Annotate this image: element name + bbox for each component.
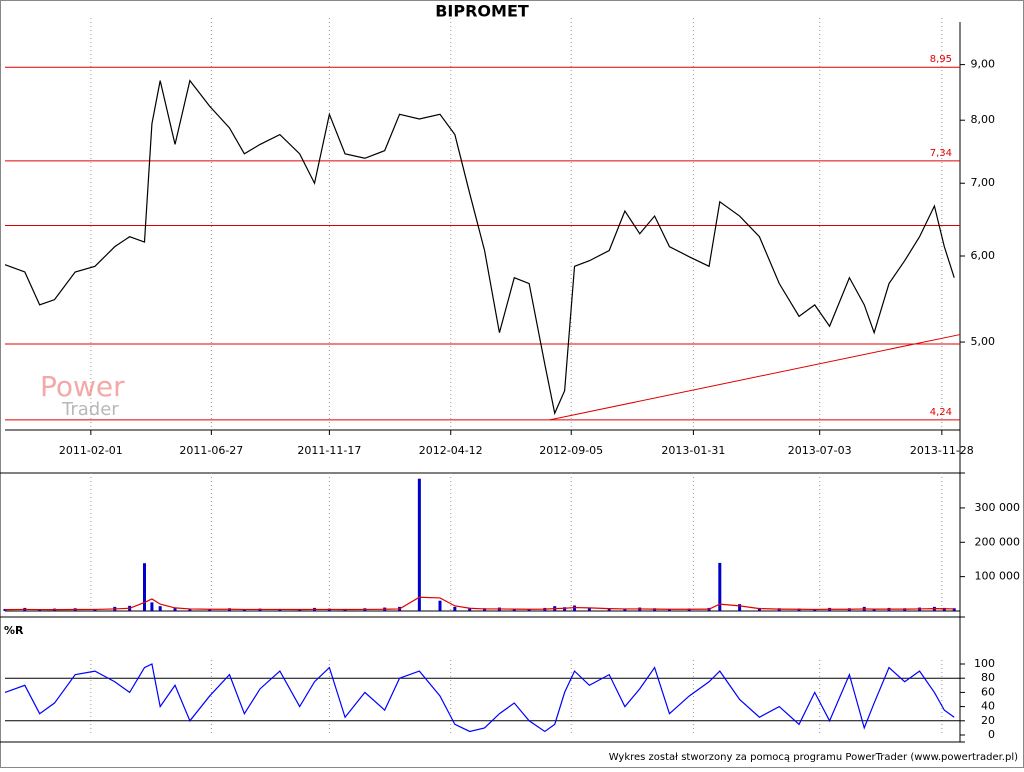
volume-bar	[757, 607, 761, 611]
y-tick-label: 80	[981, 671, 995, 684]
volume-bar	[298, 609, 302, 611]
watermark: Power	[40, 370, 125, 403]
volume-bar	[468, 607, 472, 611]
volume-bar	[623, 608, 627, 611]
y-tick-label: 5,00	[971, 335, 996, 348]
volume-bar	[587, 607, 591, 611]
level-label: 7,34	[930, 148, 952, 159]
y-tick-label: 300 000	[975, 501, 1021, 514]
volume-bar	[150, 602, 154, 611]
volume-bar	[3, 608, 7, 611]
level-label: 8,95	[930, 54, 952, 65]
x-tick-label: 2011-11-17	[297, 444, 361, 457]
volume-bar	[738, 604, 742, 611]
footer: Wykres został stworzony za pomocą progra…	[609, 752, 1018, 763]
y-tick-label: 200 000	[975, 535, 1021, 548]
volume-bar	[483, 608, 487, 611]
level-label: 4,24	[930, 407, 952, 418]
volume-bar	[563, 607, 567, 611]
y-tick-label: 100	[974, 657, 995, 670]
y-tick-label: 9,00	[971, 58, 996, 71]
y-tick-label: 100 000	[975, 570, 1021, 583]
volume-bar	[242, 609, 246, 611]
volume-bar	[667, 608, 671, 611]
y-tick-label: 7,00	[971, 176, 996, 189]
volume-bar	[512, 608, 516, 611]
x-tick-label: 2011-06-27	[179, 444, 243, 457]
volume-bar	[872, 608, 876, 611]
panel-title: %R	[4, 624, 24, 637]
x-tick-label: 2013-01-31	[661, 444, 725, 457]
volume-bar	[158, 606, 162, 611]
volume-bar	[208, 608, 212, 611]
x-tick-label: 2012-09-05	[539, 444, 603, 457]
volume-bar	[718, 562, 722, 611]
volume-bar	[942, 607, 946, 611]
chart-title: BIPROMET	[435, 2, 529, 21]
y-tick-label: 0	[988, 728, 995, 741]
series-line	[4, 596, 955, 611]
volume-bar	[453, 606, 457, 611]
volume-bar	[527, 608, 531, 611]
x-tick-label: 2013-11-28	[910, 444, 974, 457]
volume-bar	[417, 478, 421, 611]
series-line	[4, 663, 955, 733]
volume-bar	[607, 608, 611, 611]
volume-bar	[188, 608, 192, 611]
volume-bar	[142, 563, 146, 611]
y-tick-label: 6,00	[971, 249, 996, 262]
y-tick-label: 20	[981, 714, 995, 727]
volume-bar	[438, 600, 442, 611]
volume-bar	[573, 605, 577, 611]
y-tick-label: 8,00	[971, 113, 996, 126]
x-tick-label: 2012-04-12	[419, 444, 483, 457]
volume-bar	[952, 608, 956, 611]
watermark: Trader	[61, 399, 119, 420]
volume-bar	[173, 607, 177, 611]
y-tick-label: 40	[981, 700, 995, 713]
x-tick-label: 2013-07-03	[788, 444, 852, 457]
series-line	[4, 79, 955, 416]
x-tick-label: 2011-02-01	[59, 444, 123, 457]
trend-line	[549, 334, 961, 421]
y-tick-label: 60	[981, 685, 995, 698]
